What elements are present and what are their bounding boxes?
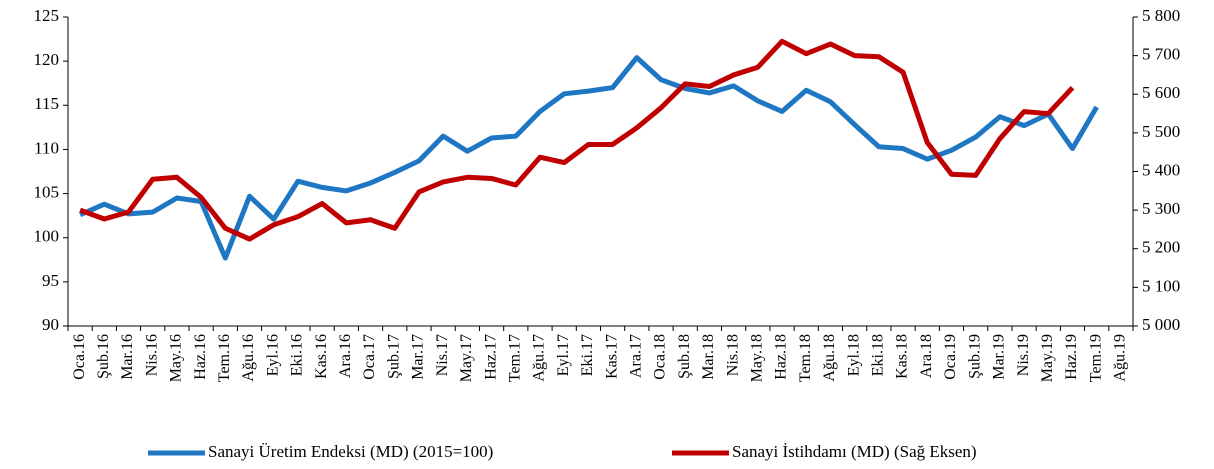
x-tick-label: Eyl.18 xyxy=(845,334,862,376)
x-tick-label: Nis.18 xyxy=(724,334,741,376)
x-tick-label: May.18 xyxy=(749,334,766,382)
x-tick-label: Nis.19 xyxy=(1015,334,1032,376)
y-tick-label: 105 xyxy=(34,182,60,201)
x-tick-label: Eki.18 xyxy=(870,334,887,376)
y2-tick-label: 5 700 xyxy=(1142,45,1180,64)
x-tick-label: Eyl.16 xyxy=(264,334,281,376)
x-tick-label: Tem.16 xyxy=(216,334,233,382)
x-tick-label: Mar.18 xyxy=(700,334,717,380)
x-tick-label: Ara.17 xyxy=(627,334,644,378)
data-line xyxy=(79,55,1099,261)
y2-tick-label: 5 600 xyxy=(1142,83,1180,102)
x-tick-label: Eyl.17 xyxy=(555,334,572,376)
y-tick-label: 100 xyxy=(34,227,60,246)
x-tick-label: May.19 xyxy=(1039,334,1056,382)
y2-tick-label: 5 100 xyxy=(1142,276,1180,295)
y2-tick-label: 5 200 xyxy=(1142,238,1180,257)
x-tick-label: Oca.16 xyxy=(71,334,88,380)
x-tick-label: Oca.17 xyxy=(361,334,378,380)
x-tick-label: Mar.16 xyxy=(119,334,136,380)
x-tick-label: Nis.17 xyxy=(434,334,451,376)
x-tick-label: Kas.18 xyxy=(894,334,911,379)
x-tick-label: Oca.19 xyxy=(942,334,959,380)
x-tick-label: May.16 xyxy=(168,334,185,382)
x-tick-label: Oca.18 xyxy=(652,334,669,380)
x-tick-label: Şub.16 xyxy=(95,334,112,379)
x-tick-label: Tem.19 xyxy=(1087,334,1104,382)
x-tick-label: May.17 xyxy=(458,334,475,382)
y-tick-label: 110 xyxy=(34,138,59,157)
x-tick-label: Mar.19 xyxy=(991,334,1008,380)
x-tick-label: Kas.16 xyxy=(313,334,330,379)
x-tick-label: Tem.18 xyxy=(797,334,814,382)
x-tick-label: Nis.16 xyxy=(143,334,160,376)
x-tick-label: Eki.16 xyxy=(289,334,306,376)
y-tick-label: 115 xyxy=(34,94,59,113)
x-tick-label: Kas.17 xyxy=(603,334,620,379)
x-tick-label: Şub.17 xyxy=(385,334,402,379)
x-tick-label: Ağu.16 xyxy=(240,334,257,382)
x-tick-label: Ağu.19 xyxy=(1112,334,1129,382)
x-tick-label: Haz.17 xyxy=(482,334,499,380)
x-tick-label: Eki.17 xyxy=(579,334,596,376)
legend-label: Sanayi Üretim Endeksi (MD) (2015=100) xyxy=(208,442,493,461)
y2-tick-label: 5 500 xyxy=(1142,122,1180,141)
x-tick-label: Ara.16 xyxy=(337,334,354,378)
x-tick-label: Ağu.18 xyxy=(821,334,838,382)
x-tick-label: Şub.19 xyxy=(966,334,983,379)
x-tick-label: Mar.17 xyxy=(410,334,427,380)
y-tick-label: 125 xyxy=(34,6,60,25)
y-tick-label: 95 xyxy=(42,271,59,290)
data-line xyxy=(79,38,1075,242)
x-tick-label: Haz.16 xyxy=(192,334,209,380)
x-tick-label: Ağu.17 xyxy=(531,334,548,382)
y-tick-label: 120 xyxy=(34,50,60,69)
y-tick-label: 90 xyxy=(42,315,59,334)
x-tick-label: Şub.18 xyxy=(676,334,693,379)
x-tick-label: Tem.17 xyxy=(506,334,523,382)
x-tick-label: Haz.19 xyxy=(1063,334,1080,380)
legend-label: Sanayi İstihdamı (MD) (Sağ Eksen) xyxy=(732,442,977,461)
y2-tick-label: 5 300 xyxy=(1142,199,1180,218)
x-tick-label: Haz.18 xyxy=(773,334,790,380)
x-tick-label: Ara.18 xyxy=(918,334,935,378)
y2-tick-label: 5 000 xyxy=(1142,315,1180,334)
y2-tick-label: 5 400 xyxy=(1142,160,1180,179)
y2-tick-label: 5 800 xyxy=(1142,6,1180,25)
